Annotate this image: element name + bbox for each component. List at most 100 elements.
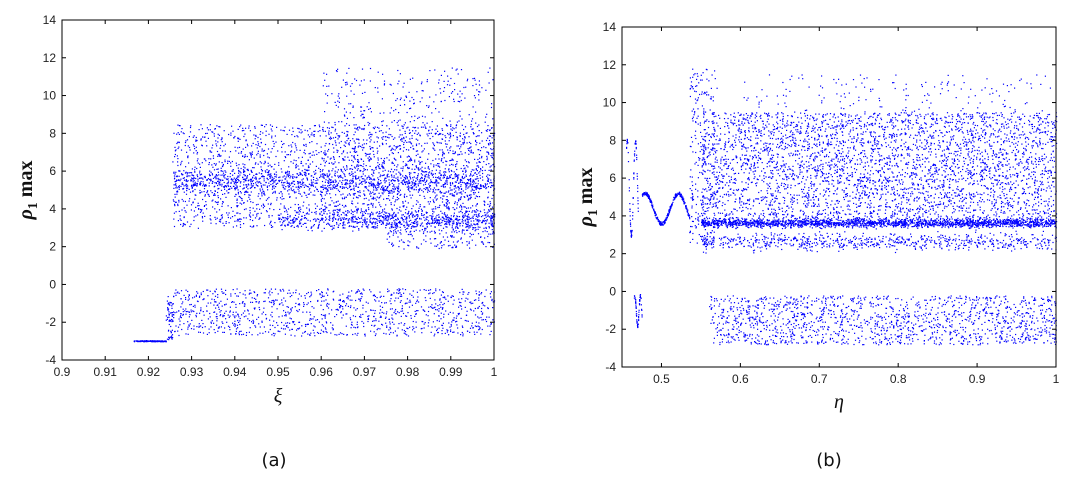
scatter-point [354,333,356,335]
scatter-point [346,182,348,184]
scatter-point [358,194,360,197]
scatter-point [389,199,391,201]
scatter-point [386,175,388,177]
scatter-point [490,220,492,222]
scatter-point [490,179,492,181]
scatter-point [291,176,294,178]
scatter-point [287,223,289,225]
scatter-point [421,180,424,182]
scatter-point [350,209,352,211]
scatter-point [250,184,252,186]
scatter-point [212,199,214,201]
scatter-point [394,229,396,231]
scatter-point [258,301,260,303]
scatter-point [263,163,265,165]
scatter-point [404,177,406,179]
scatter-point [443,296,446,298]
scatter-point [185,308,187,310]
scatter-point [379,145,381,147]
scatter-point [414,159,416,161]
scatter-point [398,112,400,114]
scatter-point [412,238,415,240]
scatter-point [464,167,466,169]
scatter-point [416,200,418,202]
scatter-point [275,186,277,188]
scatter-point [208,173,211,175]
scatter-point [138,341,140,343]
scatter-point [309,128,311,130]
scatter-point [439,233,441,235]
scatter-point [201,177,203,179]
scatter-point [306,170,309,172]
scatter-point [406,164,408,166]
scatter-point [354,146,356,148]
scatter-point [336,211,338,213]
scatter-point [283,188,285,190]
scatter-point [204,136,206,138]
scatter-point [310,134,312,136]
scatter-point [454,186,456,188]
scatter-point [148,340,150,342]
scatter-point [482,242,484,244]
scatter-point [329,193,331,195]
scatter-point [423,216,425,219]
scatter-point [404,122,406,124]
scatter-point [295,211,297,213]
scatter-point [379,168,381,170]
scatter-point [357,202,359,204]
scatter-point [301,125,303,127]
scatter-point [368,176,370,178]
scatter-point [298,190,300,192]
scatter-point [289,174,291,176]
scatter-point [400,223,402,225]
scatter-point [370,136,372,138]
scatter-point [176,311,178,313]
scatter-point [355,138,358,140]
scatter-point [235,177,237,179]
scatter-point [260,142,262,144]
scatter-point [440,133,442,135]
scatter-point [286,224,289,226]
scatter-point [342,225,344,227]
scatter-point [423,179,425,181]
scatter-point [334,101,336,103]
scatter-point [352,173,354,175]
scatter-point [370,111,372,113]
scatter-point [369,153,371,155]
scatter-point [339,294,341,296]
scatter-point [427,167,429,169]
scatter-point [187,187,189,189]
scatter-point [206,192,208,194]
scatter-point [143,341,145,343]
scatter-point [471,211,473,213]
scatter-point [477,233,480,235]
scatter-point [458,211,460,213]
scatter-point [414,215,416,217]
scatter-point [146,341,148,343]
scatter-point [325,187,327,189]
scatter-point [462,190,464,192]
scatter-point [421,327,423,330]
scatter-point [467,187,469,189]
scatter-point [375,199,377,201]
scatter-point [475,182,477,184]
scatter-point [433,292,435,294]
scatter-point [385,131,387,133]
scatter-point [347,210,349,212]
scatter-point [488,82,490,84]
scatter-point [478,188,481,190]
scatter-point [397,226,399,228]
scatter-point [237,147,239,149]
scatter-point [456,226,458,228]
scatter-point [360,176,362,178]
scatter-point [207,318,209,320]
scatter-point [419,101,421,103]
scatter-point [351,221,353,223]
scatter-point [375,226,377,228]
scatter-point [328,223,330,225]
scatter-point [423,323,425,325]
scatter-point [448,134,450,136]
scatter-point [402,161,404,163]
scatter-point [455,224,458,226]
scatter-point [216,211,218,213]
